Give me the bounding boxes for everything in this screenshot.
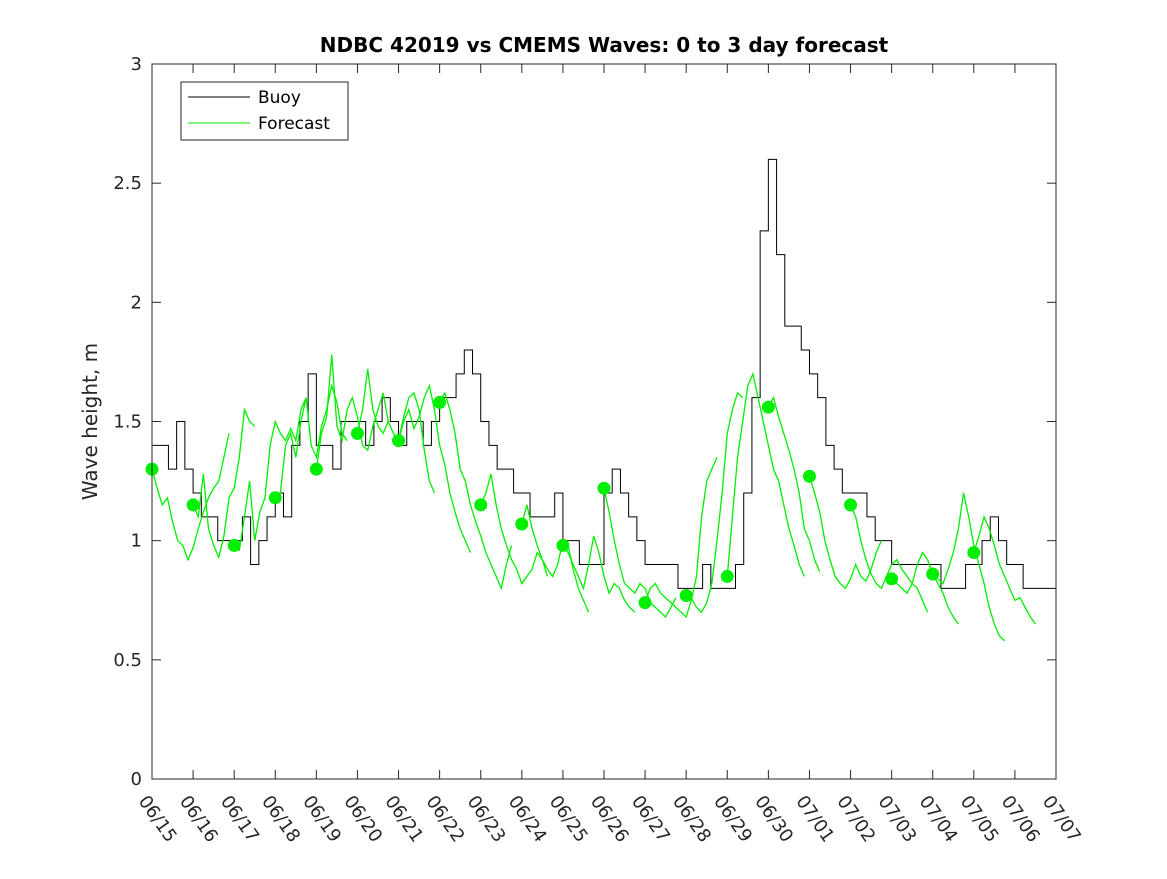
legend: Buoy Forecast: [180, 81, 349, 141]
forecast-start-marker: [227, 538, 241, 552]
forecast-start-marker: [392, 434, 406, 448]
y-tick-label: 2.5: [113, 173, 142, 194]
y-tick-label: 0.5: [113, 650, 142, 671]
forecast-start-marker: [474, 498, 488, 512]
y-tick-label: 3: [131, 54, 142, 75]
forecast-run-line: [849, 504, 929, 613]
forecast-run-line: [521, 504, 590, 613]
y-tick-label: 0: [131, 769, 142, 790]
forecast-start-marker: [309, 462, 323, 476]
forecast-run-line: [439, 391, 513, 591]
forecast-run-line: [603, 488, 677, 618]
forecast-run-line: [891, 551, 959, 625]
forecast-run-line: [397, 383, 472, 553]
forecast-start-marker: [350, 426, 364, 440]
forecast-start-marker: [720, 569, 734, 583]
legend-box: [180, 81, 349, 141]
forecast-start-marker: [679, 588, 693, 602]
forecast-start-marker: [638, 596, 652, 610]
legend-forecast-label: Forecast: [258, 114, 330, 134]
forecast-run-line: [315, 354, 389, 470]
forecast-run-line: [192, 407, 256, 560]
forecast-run-line: [726, 371, 805, 577]
plot-layer: [145, 158, 1056, 642]
forecast-start-marker: [885, 572, 899, 586]
forecast-start-marker: [268, 491, 282, 505]
y-tick-label: 1: [131, 531, 142, 552]
forecast-start-marker: [844, 498, 858, 512]
forecast-run-line: [562, 535, 636, 613]
forecast-start-marker: [967, 546, 981, 560]
y-tick-label: 1.5: [113, 412, 142, 433]
forecast-start-marker: [761, 400, 775, 414]
y-axis-label: Wave height, m: [78, 343, 102, 500]
forecast-start-marker: [802, 469, 816, 483]
forecast-start-marker: [597, 481, 611, 495]
forecast-start-marker: [186, 498, 200, 512]
forecast-run-line: [151, 433, 230, 562]
forecast-run-line: [233, 397, 307, 552]
forecast-start-marker: [926, 567, 940, 581]
forecast-start-marker: [515, 517, 529, 531]
forecast-run-line: [644, 456, 718, 619]
legend-buoy-label: Buoy: [258, 88, 301, 108]
forecast-run-line: [808, 476, 882, 590]
forecast-start-marker: [556, 538, 570, 552]
buoy-series-line: [152, 158, 1056, 589]
y-tick-label: 2: [131, 292, 142, 313]
chart-title: NDBC 42019 vs CMEMS Waves: 0 to 3 day fo…: [320, 33, 889, 57]
forecast-start-marker: [433, 395, 447, 409]
forecast-run-line: [973, 514, 1036, 625]
forecast-run-line: [480, 473, 549, 585]
forecast-run-line: [932, 492, 1006, 642]
forecast-run-line: [767, 395, 821, 572]
forecast-run-line: [685, 391, 744, 614]
